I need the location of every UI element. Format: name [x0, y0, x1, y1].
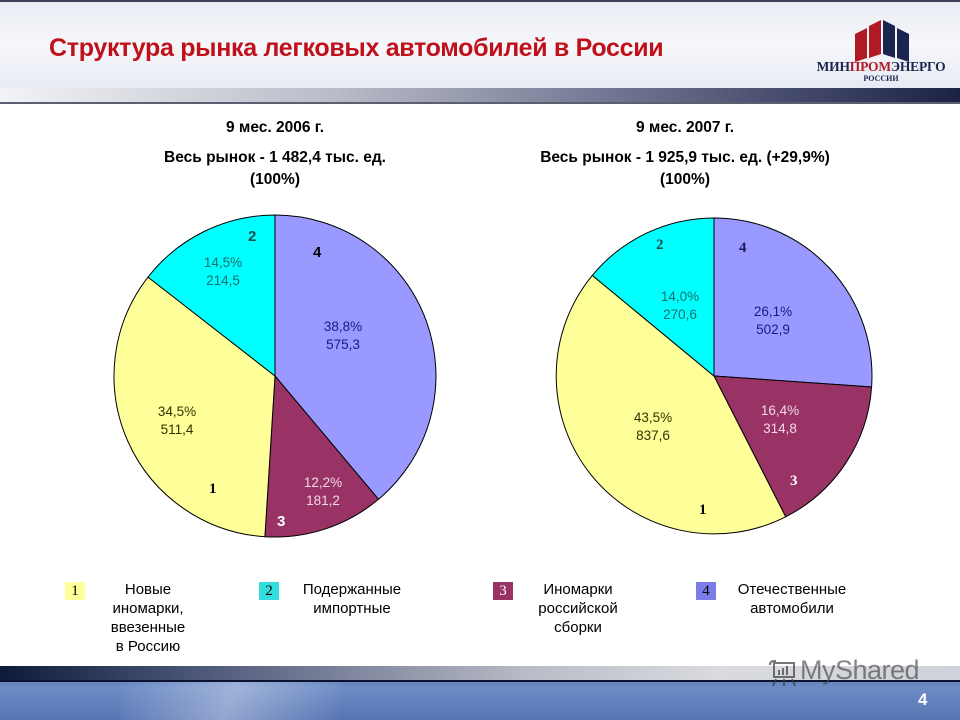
legend-item-1: 1 Новые иномарки, ввезенные в Россию	[65, 580, 203, 656]
pie-2006-num-2: 2	[248, 228, 257, 245]
pie-2006-num-3: 3	[277, 513, 286, 530]
header-divider-bar	[0, 88, 960, 102]
pie-2006	[113, 214, 437, 538]
building-columns-icon	[855, 20, 909, 62]
chart-2006-total: Весь рынок - 1 482,4 тыс. ед.	[164, 149, 386, 166]
logo-subtitle: РОССИИ	[863, 74, 899, 83]
pie-2006-label-4: 38,8% 575,3	[323, 319, 363, 352]
myshared-logo-icon	[769, 660, 796, 687]
pie-2007-label-3: 16,4% 314,8	[760, 403, 800, 436]
chart-2006-heading: 9 мес. 2006 г. Весь рынок - 1 482,4 тыс.…	[95, 115, 455, 193]
pie-2007-label-4: 26,1% 502,9	[753, 304, 793, 337]
pie-2007-label-2: 14,0% 270,6	[660, 289, 700, 322]
legend-label-2: Подержанные импортные	[302, 581, 402, 617]
pie-2007-num-4: 4	[739, 240, 747, 256]
chart-2007-total: Весь рынок - 1 925,9 тыс. ед. (+29,9%)	[540, 149, 830, 166]
slide-title: Структура рынка легковых автомобилей в Р…	[49, 34, 664, 62]
pie-2007-num-1: 1	[699, 502, 707, 518]
chart-2007-heading: 9 мес. 2007 г. Весь рынок - 1 925,9 тыс.…	[495, 115, 875, 193]
logo-name: МИНПРОМЭНЕРГО	[816, 59, 946, 74]
chart-2006-share: (100%)	[250, 171, 300, 188]
footer-gradient-bar	[0, 666, 960, 682]
pie-2007-slice-1	[555, 274, 787, 535]
chart-2006-period: 9 мес. 2006 г.	[225, 119, 325, 136]
minpromenergo-logo: МИНПРОМЭНЕРГО РОССИИ	[815, 14, 947, 86]
myshared-watermark: MyShared	[800, 655, 920, 685]
pie-2006-label-3: 12,2% 181,2	[303, 475, 343, 508]
legend-label-4: Отечественные автомобили	[737, 581, 847, 617]
footer-highlight	[120, 682, 340, 720]
pie-2006-slice-1	[113, 276, 276, 538]
legend-swatch-4: 4	[696, 582, 716, 600]
pie-2006-slice-4	[274, 214, 437, 501]
pie-2007-slice-3	[713, 375, 873, 518]
header-divider-line	[0, 102, 960, 104]
legend-item-4: 4 Отечественные автомобили	[696, 580, 862, 618]
chart-2007-share: (100%)	[660, 171, 710, 188]
pie-2006-slice-2	[147, 214, 276, 378]
pie-2007-num-3: 3	[790, 473, 798, 489]
chart-2007-period: 9 мес. 2007 г.	[635, 119, 735, 136]
legend-label-3: Иномарки российской сборки	[538, 581, 618, 636]
pie-2007-label-1: 43,5% 837,6	[633, 410, 673, 443]
legend-item-2: 2 Подержанные импортные	[259, 580, 417, 618]
slide-header	[0, 0, 960, 100]
pie-2006-num-1: 1	[209, 481, 217, 497]
legend-swatch-2: 2	[259, 582, 279, 600]
legend-swatch-3: 3	[493, 582, 513, 600]
pie-2006-num-4: 4	[313, 244, 322, 261]
pie-2007	[555, 217, 873, 535]
legend-item-3: 3 Иномарки российской сборки	[493, 580, 633, 637]
pie-2007-slice-4	[713, 217, 873, 388]
legend-label-1: Новые иномарки, ввезенные в Россию	[110, 581, 186, 655]
pie-2006-slice-3	[264, 374, 380, 538]
pie-2006-label-2: 14,5% 214,5	[203, 255, 243, 288]
footer-divider-line	[0, 680, 960, 682]
legend-swatch-1: 1	[65, 582, 85, 600]
page-number: 4	[918, 690, 928, 709]
pie-2006-label-1: 34,5% 511,4	[157, 404, 197, 437]
pie-2007-slice-2	[591, 217, 715, 378]
pie-2007-num-2: 2	[656, 237, 664, 253]
